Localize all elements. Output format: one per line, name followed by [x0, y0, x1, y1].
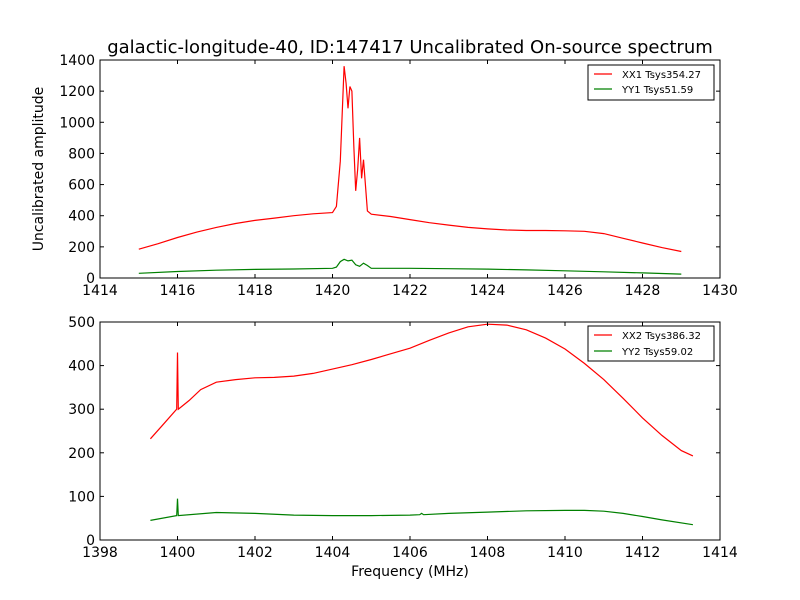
top-ytick-label: 800	[68, 146, 95, 162]
bottom-legend-label-yy2: YY2 Tsys59.02	[621, 347, 693, 358]
top-ytick-label: 1200	[59, 84, 95, 100]
top-xtick-label: 1430	[702, 283, 738, 299]
top-xtick-label: 1420	[315, 283, 351, 299]
bottom-xtick-label: 1412	[625, 545, 661, 561]
bottom-chart-xlabel: Frequency (MHz)	[351, 564, 469, 580]
bottom-ytick-label: 0	[86, 533, 95, 549]
bottom-series-xx2	[149, 323, 694, 457]
bottom-ytick-label: 500	[68, 315, 95, 331]
bottom-legend-box	[587, 325, 715, 362]
top-xtick-label: 1416	[160, 283, 196, 299]
top-xtick-label: 1428	[625, 283, 661, 299]
top-series-yy1	[138, 258, 682, 275]
bottom-xtick-label: 1398	[82, 545, 118, 561]
bottom-legend: XX2 Tsys386.32 YY2 Tsys59.02	[587, 325, 715, 362]
top-chart-ylabel: Uncalibrated amplitude	[31, 87, 47, 252]
bottom-xtick-label: 1408	[470, 545, 506, 561]
bottom-xtick-label: 1400	[160, 545, 196, 561]
top-xtick-label: 1426	[547, 283, 583, 299]
top-ytick-label: 1000	[59, 115, 95, 131]
bottom-xtick-label: 1414	[702, 545, 738, 561]
top-xtick-label: 1424	[470, 283, 506, 299]
bottom-ytick-label: 400	[68, 359, 95, 375]
top-plot-area: 1414 1416 1418 1420 1422 1424 1426 1428 1430 0 200…	[59, 53, 737, 299]
bottom-series-yy2	[150, 498, 693, 526]
bottom-xtick-label: 1404	[315, 545, 351, 561]
top-legend-box	[587, 64, 715, 101]
bottom-ytick-label: 100	[68, 489, 95, 505]
top-legend-label-xx1: XX1 Tsys354.27	[622, 70, 701, 81]
top-chart: galactic-longitude-40, ID:147417 Uncalib…	[31, 37, 738, 299]
top-legend-label-yy1: YY1 Tsys51.59	[621, 85, 693, 96]
top-ytick-label: 400	[68, 209, 95, 225]
bottom-plot-area: 1398 1400 1402 1404 1406 1408 1410 1412 1414 0 100…	[68, 315, 738, 561]
bottom-xtick-label: 1410	[547, 545, 583, 561]
top-ytick-label: 1400	[59, 53, 95, 69]
top-legend: XX1 Tsys354.27 YY1 Tsys51.59	[587, 64, 715, 101]
bottom-ytick-label: 300	[68, 402, 95, 418]
top-ytick-label: 600	[68, 178, 95, 194]
top-xtick-label: 1422	[392, 283, 428, 299]
top-series-xx1	[138, 66, 682, 253]
bottom-legend-label-xx2: XX2 Tsys386.32	[622, 331, 701, 342]
bottom-xtick-label: 1402	[237, 545, 273, 561]
top-xtick-label: 1418	[237, 283, 273, 299]
bottom-chart: Frequency (MHz) 1398 1400 1402 1404 1406 1408…	[68, 315, 738, 580]
top-chart-title: galactic-longitude-40, ID:147417 Uncalib…	[107, 37, 713, 58]
top-ytick-label: 0	[86, 271, 95, 287]
bottom-xtick-label: 1406	[392, 545, 428, 561]
top-ytick-label: 200	[68, 240, 95, 256]
top-xtick-label: 1414	[82, 283, 118, 299]
bottom-ytick-label: 200	[68, 446, 95, 462]
